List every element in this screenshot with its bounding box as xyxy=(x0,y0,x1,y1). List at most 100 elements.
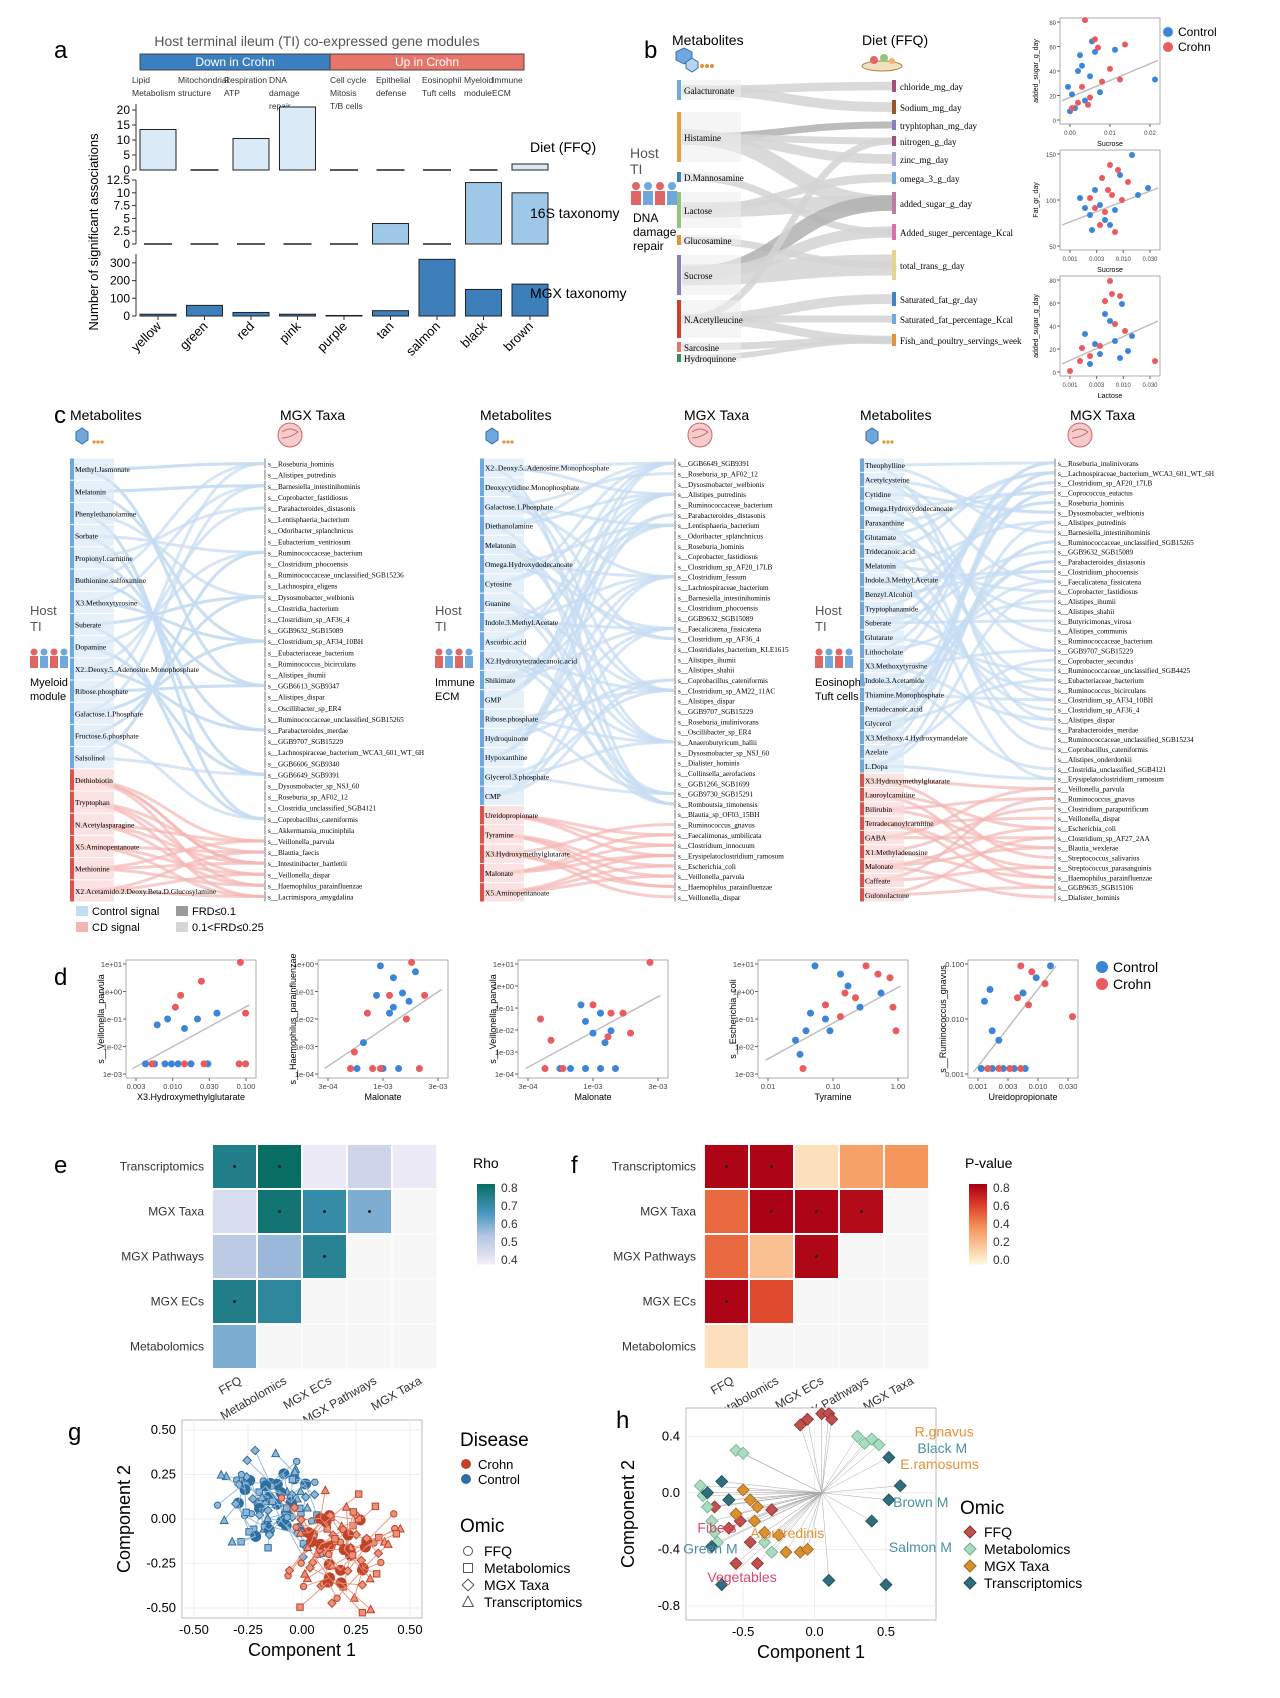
control-point xyxy=(213,1009,221,1017)
c-met-bg xyxy=(864,558,904,573)
legend-tick-label: 0.6 xyxy=(993,1199,1010,1213)
crohn-point xyxy=(236,958,244,966)
x-tick-label: 0.030 xyxy=(200,1082,219,1091)
y-axis-label: s__Ruminococcus_gnavus xyxy=(938,965,948,1073)
g-point-diamond xyxy=(361,1533,372,1544)
g-point-diamond xyxy=(327,1598,337,1609)
c-met-bg xyxy=(484,844,524,863)
c-taxa-node xyxy=(674,892,676,902)
crohn-point xyxy=(1109,192,1115,198)
heatmap-cell xyxy=(885,1145,928,1188)
crohn-point xyxy=(181,1060,188,1068)
c-met-node xyxy=(860,802,864,816)
h-point xyxy=(736,1446,750,1460)
control-point xyxy=(1087,361,1093,367)
legend-gradient-step xyxy=(969,1256,987,1259)
c-taxa-label: s__Alistipes_shahii xyxy=(1058,608,1114,616)
legend-gradient-step xyxy=(477,1252,495,1255)
y-tick-label: 1e-01 xyxy=(295,988,314,997)
c-met-bg xyxy=(484,535,524,555)
c-met-node xyxy=(480,593,484,612)
x-tick-label: 0.001 xyxy=(1062,257,1078,263)
control-point xyxy=(164,1015,172,1023)
c-taxa-label: s__Dialister_hominis xyxy=(1058,894,1120,902)
c-taxa-node xyxy=(674,881,676,892)
g-point-triangle xyxy=(262,1513,273,1523)
c-taxa-label: s__Oscillibacter_sp_ER4 xyxy=(678,729,751,737)
c-taxa-label: s__Ruminococcaceae_bacterium xyxy=(1058,638,1153,646)
c-taxa-node xyxy=(674,716,676,726)
h-vector xyxy=(743,1453,822,1494)
control-point xyxy=(981,997,988,1005)
crohn-point xyxy=(235,1060,243,1068)
bar xyxy=(418,258,456,317)
c-module-label: module xyxy=(30,691,66,703)
x-axis-label: Sucrose xyxy=(1097,141,1123,148)
c-met-bg xyxy=(864,773,904,787)
control-point xyxy=(1065,83,1071,90)
sankey-node xyxy=(677,255,681,295)
g-point-triangle xyxy=(341,1501,352,1511)
crohn-point xyxy=(886,974,894,982)
c-taxa-label: s__Clostridia_unclassified_SGB4121 xyxy=(1058,766,1167,774)
h-vector xyxy=(711,1492,822,1547)
control-point xyxy=(582,1017,589,1025)
c-taxa-label: s__Escherichia_coli xyxy=(1058,825,1116,833)
c-met-bg xyxy=(484,574,524,593)
g-point-square xyxy=(242,1508,250,1517)
crohn-point xyxy=(1069,1013,1076,1021)
crohn-point xyxy=(619,1009,627,1017)
c-taxa-node xyxy=(1054,754,1056,764)
x-tick-label: 0.010 xyxy=(1116,257,1132,263)
legend-gradient-step xyxy=(477,1228,495,1231)
c-taxa-node xyxy=(1054,645,1056,655)
g-point-triangle xyxy=(366,1604,376,1614)
h-vector xyxy=(778,1492,822,1536)
c-taxa-node xyxy=(1054,557,1056,567)
c-taxa-label: s__Clostridia_unclassified_SGB4121 xyxy=(268,805,377,813)
h-point xyxy=(765,1545,779,1559)
h-point xyxy=(693,1479,707,1493)
c-metabolite-label: Glycerol.3.phosphate xyxy=(485,773,550,782)
y-axis-label: Fat_gr_day xyxy=(1033,182,1040,218)
c-metabolite-label: Diethanolamine xyxy=(485,522,534,531)
control-point xyxy=(1117,355,1123,361)
c-taxa-label: s__GGB1266_SGB1699 xyxy=(678,780,750,788)
heatmap-row-label: MGX Pathways xyxy=(613,1250,696,1264)
module-label: damage xyxy=(269,88,300,98)
g-point-diamond xyxy=(254,1510,265,1520)
c-host-label: TI xyxy=(815,619,827,634)
c-taxa-node xyxy=(264,880,266,891)
c-met-node xyxy=(70,569,74,591)
control-point xyxy=(977,1065,985,1073)
control-point xyxy=(395,1065,403,1073)
c-met-node xyxy=(860,773,864,787)
c-met-bg xyxy=(484,883,524,902)
g-point-circle xyxy=(277,1494,286,1502)
c-taxa-node xyxy=(674,510,676,520)
sig-dot xyxy=(770,1210,773,1213)
c-taxa-node xyxy=(264,480,266,491)
module-label: Mitosis xyxy=(330,88,356,98)
heatmap-row-label: MGX ECs xyxy=(151,1295,204,1309)
legend-tick-label: 0.4 xyxy=(993,1217,1010,1231)
c-taxa-label: s__Clostridium_sp_AF20_17LB xyxy=(1058,480,1152,488)
c-taxa-label: s__GGB6606_SGB9340 xyxy=(268,760,340,768)
bar xyxy=(325,314,363,317)
c-met-bg xyxy=(484,748,524,767)
module-label: T/B cells xyxy=(330,101,363,111)
c-met-bg xyxy=(864,830,904,845)
node-bg xyxy=(681,300,741,338)
control-point xyxy=(856,1003,864,1011)
y-tick-label: 10 xyxy=(117,186,131,200)
crohn-point xyxy=(1122,41,1128,48)
c-taxa-label: s__Ruminococcaceae_unclassified_SGB4425 xyxy=(1058,667,1191,675)
crohn-point xyxy=(537,1015,544,1023)
y-tick-label: 15 xyxy=(117,118,131,132)
c-metabolite-label: Omega.Hydroxydodecanoate xyxy=(865,504,953,513)
c-taxa-node xyxy=(674,530,676,541)
c-legend-cd: CD signal xyxy=(92,922,140,934)
legend-gradient-step xyxy=(969,1214,987,1217)
sankey-right-label: Saturated_fat_gr_day xyxy=(900,295,978,305)
c-taxa-label: s__Clostridium_innocuum xyxy=(678,842,755,850)
